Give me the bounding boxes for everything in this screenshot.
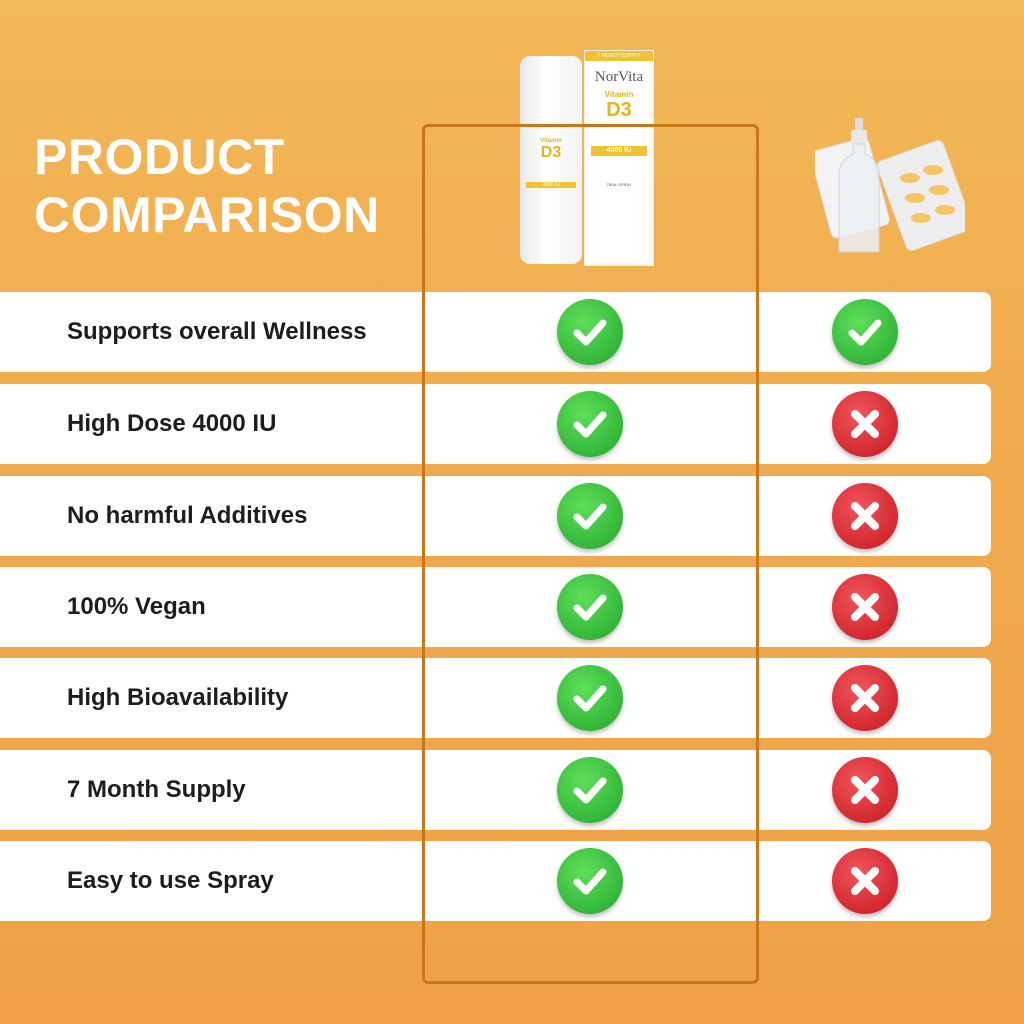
feature-label: Supports overall Wellness — [67, 318, 367, 345]
cross-icon — [832, 757, 898, 823]
page-title: PRODUCT COMPARISON — [34, 129, 380, 243]
cross-icon — [832, 848, 898, 914]
feature-label: No harmful Additives — [67, 502, 308, 529]
cross-icon — [832, 665, 898, 731]
check-icon — [557, 391, 623, 457]
comparison-row: Supports overall Wellness — [0, 292, 991, 372]
check-icon — [557, 848, 623, 914]
check-icon — [557, 665, 623, 731]
check-icon — [557, 757, 623, 823]
cross-icon — [832, 574, 898, 640]
feature-label: Easy to use Spray — [67, 867, 274, 894]
feature-label: High Dose 4000 IU — [67, 410, 277, 437]
check-icon — [557, 299, 623, 365]
check-icon — [557, 483, 623, 549]
comparison-row: 100% Vegan — [0, 567, 991, 647]
cross-icon — [832, 483, 898, 549]
comparison-row: High Dose 4000 IU — [0, 384, 991, 464]
comparison-row: No harmful Additives — [0, 476, 991, 556]
feature-label: High Bioavailability — [67, 684, 289, 711]
check-icon — [557, 574, 623, 640]
norvita-box: 7 MONTH SUPPLY NorVita Vitamin D3 4000 I… — [584, 50, 654, 266]
comparison-row: Easy to use Spray — [0, 841, 991, 921]
comparison-row: High Bioavailability — [0, 658, 991, 738]
cross-icon — [832, 391, 898, 457]
feature-label: 100% Vegan — [67, 593, 206, 620]
check-icon — [832, 299, 898, 365]
norvita-highlight-frame — [422, 124, 759, 984]
comparison-row: 7 Month Supply — [0, 750, 991, 830]
competitor-pills-image — [815, 118, 965, 253]
norvita-spray-bottle: Vitamin D3 4000 IU — [520, 56, 582, 264]
feature-label: 7 Month Supply — [67, 776, 246, 803]
